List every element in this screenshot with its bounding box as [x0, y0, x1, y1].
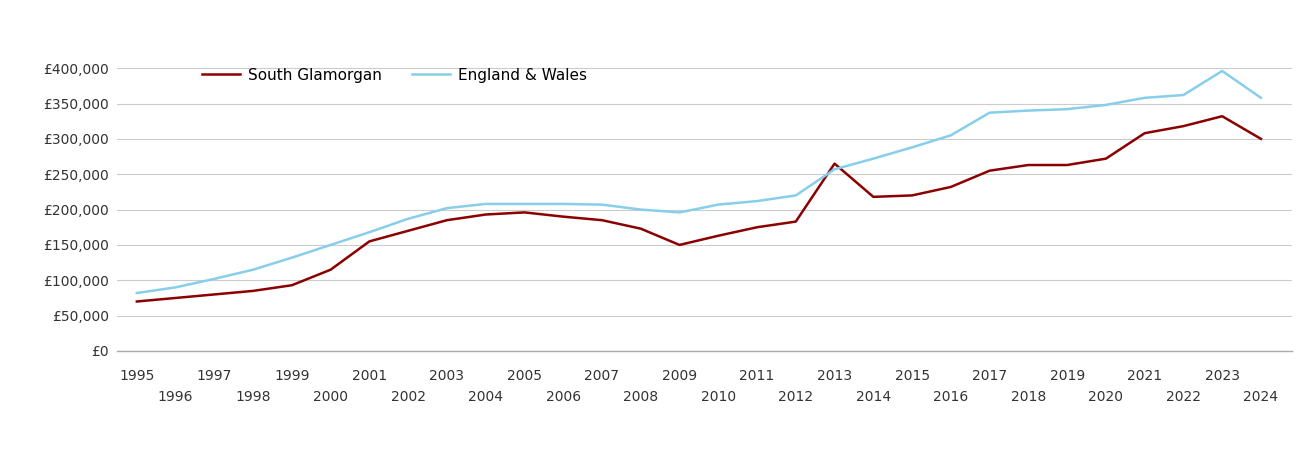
- England & Wales: [361, 230, 377, 235]
- England & Wales: [710, 202, 726, 207]
- England & Wales: [633, 207, 649, 212]
- England & Wales: [438, 206, 454, 211]
- Text: 2007: 2007: [585, 369, 620, 383]
- England & Wales: [478, 201, 493, 207]
- England & Wales: [556, 201, 572, 207]
- Text: 2017: 2017: [972, 369, 1007, 383]
- Text: 2012: 2012: [778, 390, 813, 404]
- England & Wales: [865, 156, 881, 162]
- South Glamorgan: [1215, 113, 1231, 119]
- South Glamorgan: [206, 292, 222, 297]
- England & Wales: [168, 285, 184, 290]
- Text: 2000: 2000: [313, 390, 348, 404]
- Text: 2003: 2003: [429, 369, 465, 383]
- Text: 2022: 2022: [1165, 390, 1201, 404]
- South Glamorgan: [1098, 156, 1113, 162]
- Legend: South Glamorgan, England & Wales: South Glamorgan, England & Wales: [196, 62, 592, 89]
- England & Wales: [129, 290, 145, 296]
- England & Wales: [904, 144, 920, 150]
- South Glamorgan: [594, 217, 609, 223]
- South Glamorgan: [827, 161, 843, 166]
- Line: England & Wales: England & Wales: [137, 71, 1261, 293]
- South Glamorgan: [438, 217, 454, 223]
- South Glamorgan: [672, 242, 688, 248]
- Text: 2013: 2013: [817, 369, 852, 383]
- Text: 2016: 2016: [933, 390, 968, 404]
- Text: 2006: 2006: [545, 390, 581, 404]
- South Glamorgan: [749, 225, 765, 230]
- Text: 1995: 1995: [119, 369, 154, 383]
- Text: 2024: 2024: [1244, 390, 1279, 404]
- Text: 2019: 2019: [1049, 369, 1084, 383]
- South Glamorgan: [710, 233, 726, 238]
- Text: 2020: 2020: [1088, 390, 1124, 404]
- Text: 2005: 2005: [506, 369, 542, 383]
- Text: 1999: 1999: [274, 369, 309, 383]
- South Glamorgan: [944, 184, 959, 189]
- England & Wales: [1215, 68, 1231, 74]
- Text: 2001: 2001: [352, 369, 388, 383]
- Text: 2008: 2008: [624, 390, 658, 404]
- England & Wales: [401, 216, 416, 221]
- England & Wales: [245, 267, 261, 272]
- Text: 2004: 2004: [468, 390, 504, 404]
- Text: 2018: 2018: [1011, 390, 1047, 404]
- South Glamorgan: [322, 267, 338, 272]
- England & Wales: [672, 210, 688, 215]
- South Glamorgan: [556, 214, 572, 219]
- England & Wales: [827, 166, 843, 172]
- South Glamorgan: [904, 193, 920, 198]
- England & Wales: [1098, 102, 1113, 108]
- England & Wales: [944, 133, 959, 138]
- South Glamorgan: [1060, 162, 1075, 168]
- South Glamorgan: [401, 228, 416, 234]
- South Glamorgan: [865, 194, 881, 199]
- Text: 1996: 1996: [158, 390, 193, 404]
- Text: 2009: 2009: [662, 369, 697, 383]
- Text: 2023: 2023: [1205, 369, 1240, 383]
- South Glamorgan: [1021, 162, 1036, 168]
- England & Wales: [594, 202, 609, 207]
- Line: South Glamorgan: South Glamorgan: [137, 116, 1261, 302]
- South Glamorgan: [517, 210, 532, 215]
- South Glamorgan: [129, 299, 145, 304]
- Text: 1997: 1997: [197, 369, 232, 383]
- South Glamorgan: [981, 168, 997, 173]
- South Glamorgan: [245, 288, 261, 293]
- Text: 2002: 2002: [390, 390, 425, 404]
- South Glamorgan: [1176, 123, 1191, 129]
- South Glamorgan: [633, 226, 649, 231]
- South Glamorgan: [361, 238, 377, 244]
- South Glamorgan: [168, 295, 184, 301]
- Text: 2011: 2011: [740, 369, 775, 383]
- England & Wales: [284, 255, 300, 261]
- England & Wales: [1253, 95, 1268, 100]
- South Glamorgan: [1137, 130, 1152, 136]
- England & Wales: [1176, 92, 1191, 98]
- England & Wales: [517, 201, 532, 207]
- England & Wales: [322, 242, 338, 248]
- England & Wales: [788, 193, 804, 198]
- South Glamorgan: [284, 283, 300, 288]
- Text: 2015: 2015: [894, 369, 929, 383]
- England & Wales: [981, 110, 997, 115]
- Text: 2010: 2010: [701, 390, 736, 404]
- Text: 1998: 1998: [235, 390, 271, 404]
- South Glamorgan: [478, 212, 493, 217]
- South Glamorgan: [1253, 136, 1268, 142]
- Text: 2021: 2021: [1128, 369, 1163, 383]
- England & Wales: [1060, 107, 1075, 112]
- Text: 2014: 2014: [856, 390, 891, 404]
- England & Wales: [749, 198, 765, 204]
- South Glamorgan: [788, 219, 804, 224]
- England & Wales: [1021, 108, 1036, 113]
- England & Wales: [1137, 95, 1152, 100]
- England & Wales: [206, 276, 222, 282]
